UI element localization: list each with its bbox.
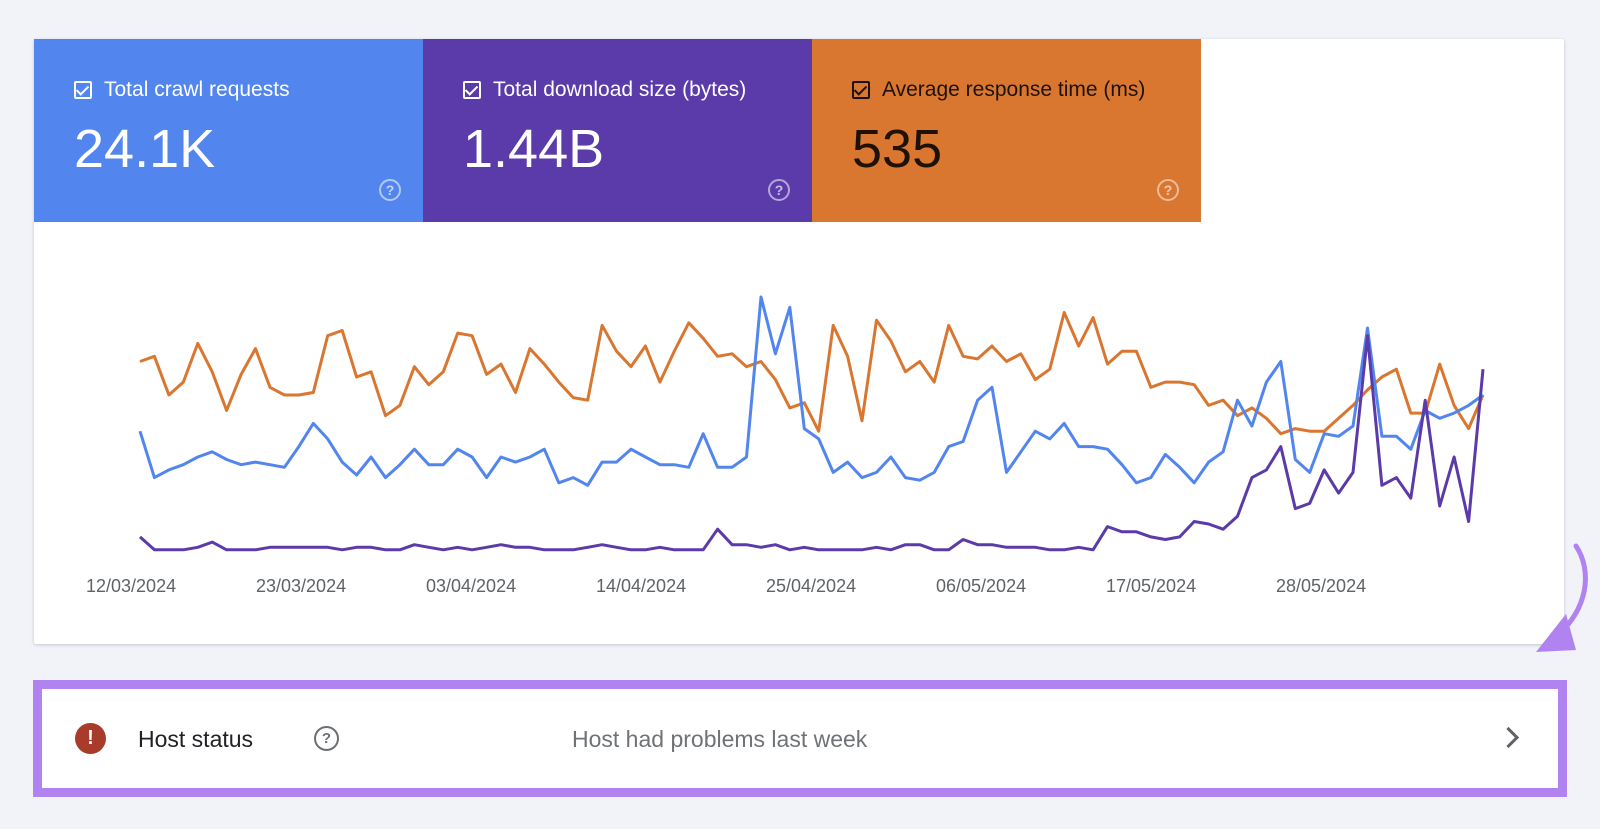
metric-tiles: Total crawl requests 24.1K ? Total downl… xyxy=(34,39,1201,222)
x-tick-label: 12/03/2024 xyxy=(86,576,176,596)
metric-label: Total download size (bytes) xyxy=(493,78,747,101)
x-tick-label: 14/04/2024 xyxy=(596,576,686,596)
series-line-1 xyxy=(138,295,1484,487)
help-icon[interactable]: ? xyxy=(768,179,790,201)
error-icon: ! xyxy=(75,723,106,754)
crawl-stats-card: Total crawl requests 24.1K ? Total downl… xyxy=(34,39,1564,644)
host-status-highlight: ! Host status ? Host had problems last w… xyxy=(33,680,1567,797)
checkbox-icon[interactable] xyxy=(74,81,92,99)
help-icon[interactable]: ? xyxy=(314,726,339,751)
x-tick-label: 23/03/2024 xyxy=(256,576,346,596)
x-tick-label: 03/04/2024 xyxy=(426,576,516,596)
metric-value: 535 xyxy=(852,119,943,179)
series-layer xyxy=(138,295,1485,552)
chevron-right-icon[interactable] xyxy=(1497,726,1520,749)
x-axis-ticks: 12/03/2024 23/03/2024 03/04/2024 14/04/2… xyxy=(86,576,1366,596)
x-tick-label: 17/05/2024 xyxy=(1106,576,1196,596)
series-line-2 xyxy=(138,334,1485,552)
x-tick-label: 06/05/2024 xyxy=(936,576,1026,596)
host-status-message: Host had problems last week xyxy=(572,726,868,752)
metric-tile-crawl-requests[interactable]: Total crawl requests 24.1K ? xyxy=(34,39,423,222)
x-tick-label: 28/05/2024 xyxy=(1276,576,1366,596)
checkbox-icon[interactable] xyxy=(852,81,870,99)
help-icon[interactable]: ? xyxy=(379,179,401,201)
curved-arrow-icon xyxy=(1536,543,1588,652)
help-icon[interactable]: ? xyxy=(1157,179,1179,201)
x-tick-label: 25/04/2024 xyxy=(766,576,856,596)
metric-tile-response-time[interactable]: Average response time (ms) 535 ? xyxy=(812,39,1201,222)
metric-value: 1.44B xyxy=(463,119,605,179)
host-status-row[interactable]: ! Host status ? Host had problems last w… xyxy=(42,689,1558,788)
metric-value: 24.1K xyxy=(74,119,216,179)
crawl-stats-chart: 12/03/2024 23/03/2024 03/04/2024 14/04/2… xyxy=(34,222,1564,644)
chart-svg: 12/03/2024 23/03/2024 03/04/2024 14/04/2… xyxy=(86,295,1485,596)
checkbox-icon[interactable] xyxy=(463,81,481,99)
host-status-title: Host status xyxy=(138,726,254,752)
metric-label: Average response time (ms) xyxy=(882,78,1146,101)
series-line-0 xyxy=(139,311,1485,436)
metric-tile-download-size[interactable]: Total download size (bytes) 1.44B ? xyxy=(423,39,812,222)
metric-label: Total crawl requests xyxy=(104,78,290,101)
